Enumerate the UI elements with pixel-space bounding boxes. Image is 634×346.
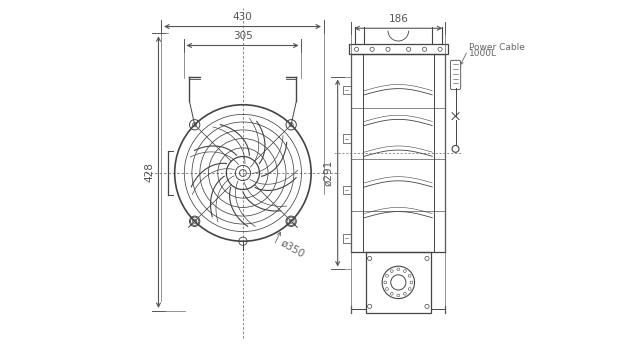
Text: 186: 186 [389,14,408,24]
Text: ø350: ø350 [279,238,307,260]
Text: 1000L: 1000L [469,48,497,57]
Bar [343,234,351,243]
Text: Power Cable: Power Cable [469,43,525,52]
Bar [343,86,351,94]
Text: 430: 430 [233,12,252,22]
Bar [343,134,351,143]
Bar [349,44,448,54]
Text: 305: 305 [233,31,252,42]
Text: ø291: ø291 [323,160,333,186]
Bar [343,186,351,194]
Bar [366,252,431,312]
FancyBboxPatch shape [450,60,461,90]
Text: 428: 428 [145,162,154,182]
